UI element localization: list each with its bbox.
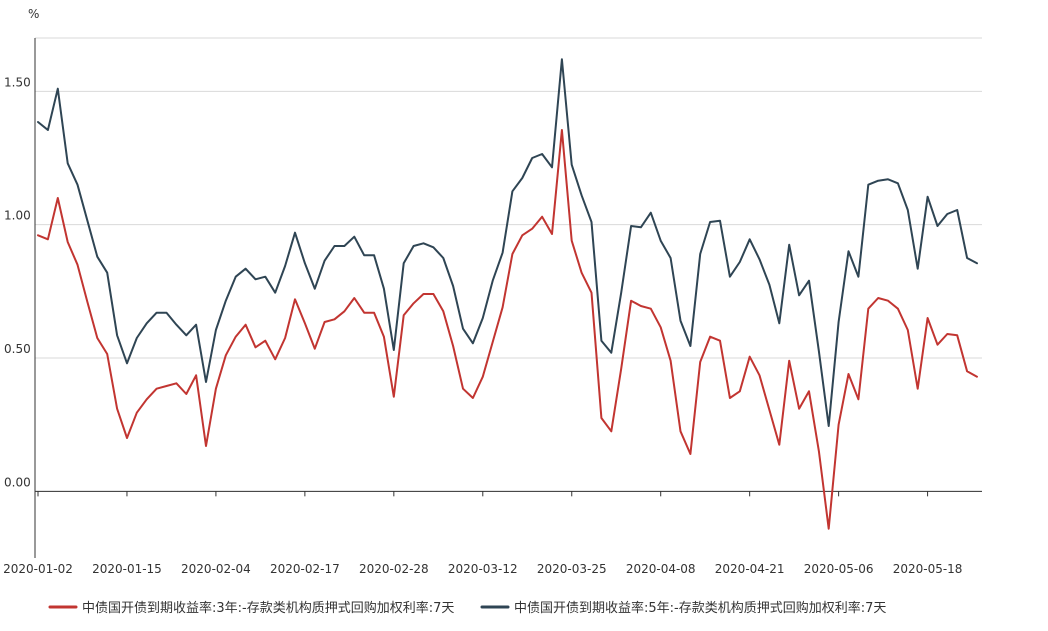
y-tick-label: 1.50: [4, 75, 31, 89]
legend-item-1[interactable]: 中债国开债到期收益率:3年:-存款类机构质押式回购加权利率:7天: [48, 600, 454, 616]
x-tick-label: 2020-02-17: [270, 562, 340, 576]
x-tick-label: 2020-04-08: [626, 562, 696, 576]
x-tick-label: 2020-02-04: [181, 562, 251, 576]
y-tick-label: 0.00: [4, 475, 31, 489]
tick-labels: 0.00 0.50 1.00 1.50% 2020-01-02 2020-01-15 202…: [3, 7, 962, 576]
legend-label: 中债国开债到期收益率:5年:-存款类机构质押式回购加权利率:7天: [514, 600, 886, 616]
y-tick-label: 0.50: [4, 342, 31, 356]
y-tick-label: 1.00: [4, 209, 31, 223]
series-line-1: [37, 129, 978, 530]
legend-label: 中债国开债到期收益率:3年:-存款类机构质押式回购加权利率:7天: [82, 600, 454, 616]
x-tick-label: 2020-04-21: [715, 562, 785, 576]
x-tick-label: 2020-02-28: [359, 562, 429, 576]
series-lines: [37, 58, 978, 530]
legend[interactable]: 中债国开债到期收益率:3年:-存款类机构质押式回购加权利率:7天 中债国开债到期收…: [48, 600, 886, 616]
series-line-2: [37, 58, 978, 427]
x-tick-label: 2020-01-02: [3, 562, 73, 576]
x-tick-label: 2020-03-25: [537, 562, 607, 576]
x-tick-label: 2020-01-15: [92, 562, 162, 576]
grid-lines: [35, 37, 982, 492]
axes: [34, 38, 982, 558]
legend-item-2[interactable]: 中债国开债到期收益率:5年:-存款类机构质押式回购加权利率:7天: [480, 600, 886, 616]
x-tick-label: 2020-03-12: [448, 562, 518, 576]
x-tick-label: 2020-05-18: [893, 562, 963, 576]
x-tick-label: 2020-05-06: [804, 562, 874, 576]
y-axis-unit-label: %: [28, 7, 39, 21]
